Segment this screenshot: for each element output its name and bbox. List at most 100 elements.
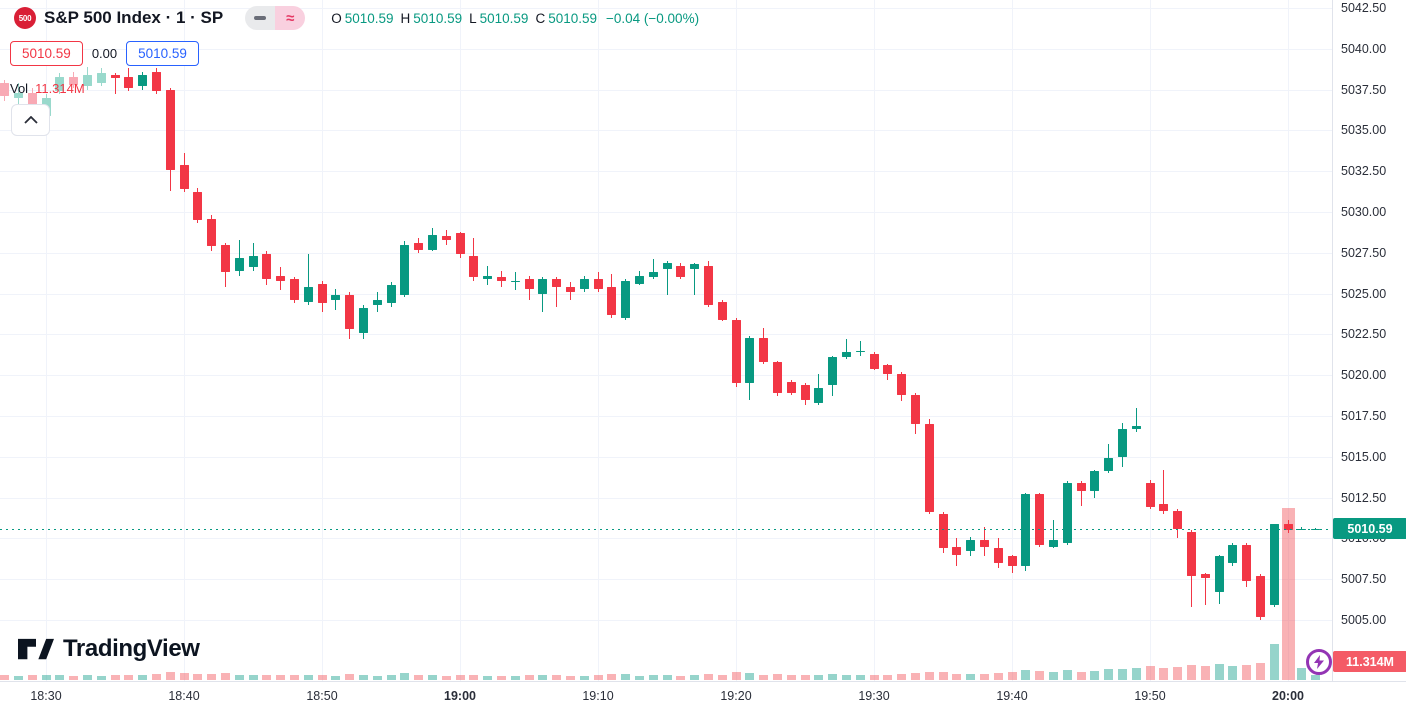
- high-value: 5010.59: [413, 10, 463, 26]
- candle-body: [1186, 531, 1196, 576]
- price-axis[interactable]: 5042.50 5040.00 5037.50 5035.00 5032.50 5030.…: [1332, 0, 1406, 681]
- volume-bar: [262, 675, 272, 680]
- volume-bar: [717, 674, 727, 680]
- candle-wick: [859, 340, 861, 356]
- candle-body: [717, 301, 727, 320]
- volume-bar: [910, 673, 920, 680]
- candle-wick: [652, 259, 654, 279]
- sell-bid-button[interactable]: 5010.59: [10, 41, 83, 66]
- candle-body: [289, 278, 299, 301]
- volume-bar: [13, 676, 23, 680]
- change-value: −0.04 (−0.00%): [606, 10, 700, 26]
- volume-value: 11.314M: [35, 81, 85, 96]
- volume-bar: [1242, 664, 1252, 680]
- h-gridline: [0, 620, 1332, 621]
- time-tick-label: 18:50: [306, 689, 338, 703]
- volume-bar: [1173, 667, 1183, 680]
- symbol-logo: 500: [14, 7, 36, 29]
- volume-bar: [345, 673, 355, 680]
- low-label: L: [469, 10, 477, 26]
- volume-bar: [745, 673, 755, 680]
- v-gridline: [46, 0, 47, 681]
- candle-wick: [845, 339, 847, 359]
- price-tick-label: 5037.50: [1341, 82, 1387, 97]
- h-gridline: [0, 252, 1332, 254]
- low-value: 5010.59: [479, 10, 529, 26]
- candle-body: [469, 256, 479, 278]
- volume-bar: [1159, 667, 1169, 680]
- market-status-toggle[interactable]: ≈: [245, 6, 306, 30]
- volume-bar: [855, 675, 865, 680]
- candlestick-pane[interactable]: [0, 0, 1332, 681]
- last-volume-badge: 11.314M: [1333, 651, 1406, 672]
- volume-bar: [248, 675, 258, 680]
- chart-legend: 500 S&P 500 Index · 1 · SP ≈ O 5010.59 H…: [14, 6, 699, 30]
- volume-bar: [469, 674, 479, 680]
- candle-body: [1145, 482, 1155, 508]
- last-price-badge: 5010.59: [1333, 518, 1406, 540]
- chevron-up-icon: [23, 116, 38, 124]
- candle-body: [690, 264, 700, 270]
- time-tick-label: 19:40: [996, 689, 1028, 703]
- volume-legend: Vol 11.314M: [10, 81, 85, 96]
- candle-body: [276, 275, 286, 281]
- volume-bar: [1214, 664, 1224, 680]
- volume-bar: [979, 673, 989, 680]
- delayed-data-icon[interactable]: ≈: [275, 6, 306, 30]
- volume-bar: [538, 674, 548, 680]
- h-gridline: [0, 456, 1332, 458]
- market-closed-icon[interactable]: [245, 6, 276, 30]
- candle-body: [814, 388, 824, 403]
- candle-body: [0, 83, 10, 97]
- time-axis[interactable]: 18:30 18:40 18:50 19:00 19:10 19:20 19:30 19:40…: [0, 681, 1406, 710]
- candle-body: [248, 256, 258, 268]
- h-gridline: [0, 334, 1332, 336]
- volume-bar: [276, 675, 286, 680]
- collapse-legend-button[interactable]: [11, 104, 50, 136]
- spread-value: 0.00: [91, 46, 118, 61]
- price-tick-label: 5015.00: [1341, 449, 1387, 464]
- volume-bar: [1035, 670, 1045, 680]
- h-gridline: [0, 579, 1332, 581]
- time-tick-label: 18:30: [30, 689, 62, 703]
- candle-body: [552, 278, 562, 288]
- candle-body: [165, 89, 175, 170]
- volume-bar: [96, 676, 106, 680]
- volume-bar: [496, 676, 506, 680]
- symbol-title[interactable]: S&P 500 Index · 1 · SP: [44, 8, 224, 27]
- volume-bar: [814, 674, 824, 680]
- v-gridline: [1150, 0, 1151, 681]
- candle-wick: [666, 260, 668, 296]
- volume-bar: [1076, 671, 1086, 680]
- candle-wick: [1163, 469, 1165, 514]
- flash-volume-icon[interactable]: [1306, 649, 1332, 675]
- h-gridline: [0, 416, 1332, 417]
- candle-body: [1035, 494, 1045, 545]
- volume-bar: [634, 676, 644, 680]
- candle-body: [828, 357, 838, 385]
- tradingview-logo-text: TradingView: [63, 635, 200, 662]
- candle-body: [593, 278, 603, 289]
- volume-bar: [883, 675, 893, 680]
- volume-bar: [690, 675, 700, 680]
- buy-ask-button[interactable]: 5010.59: [126, 41, 199, 66]
- open-value: 5010.59: [344, 10, 394, 26]
- volume-bar: [41, 674, 51, 680]
- volume-bar: [759, 674, 769, 680]
- volume-bar: [731, 672, 741, 680]
- candle-body: [234, 257, 244, 271]
- price-tick-label: 5025.00: [1341, 286, 1387, 301]
- v-gridline: [184, 0, 185, 681]
- volume-bar: [703, 673, 713, 680]
- candle-body: [27, 92, 37, 106]
- candle-wick: [1204, 572, 1206, 606]
- volume-bar: [621, 673, 631, 680]
- tradingview-watermark[interactable]: TradingView: [18, 635, 200, 663]
- candle-body: [1242, 544, 1252, 581]
- candle-body: [55, 76, 65, 92]
- price-tick-label: 5007.50: [1341, 572, 1387, 587]
- candle-body: [786, 381, 796, 394]
- candle-body: [621, 280, 631, 319]
- volume-bar: [648, 675, 658, 680]
- candle-wick: [694, 262, 696, 296]
